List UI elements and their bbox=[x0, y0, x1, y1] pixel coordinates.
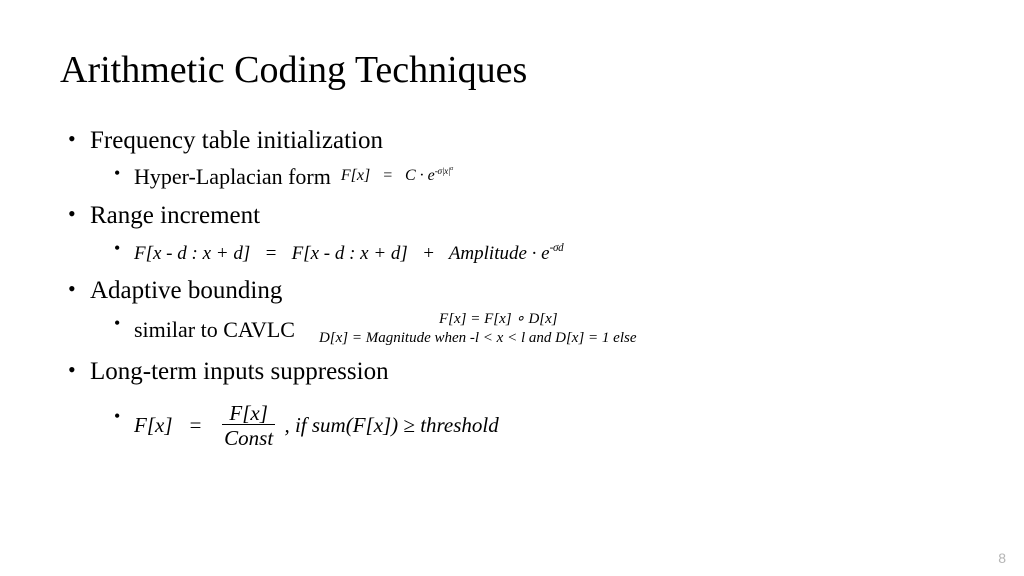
formula-eq: = bbox=[188, 413, 202, 437]
bullet-longterm: Long-term inputs suppression F[x] = F[x]… bbox=[68, 355, 964, 452]
formula-longterm: F[x] = F[x] Const , if sum(F[x]) ≥ thres… bbox=[134, 413, 499, 437]
sub-longterm-formula: F[x] = F[x] Const , if sum(F[x]) ≥ thres… bbox=[114, 403, 964, 452]
page-number: 8 bbox=[998, 550, 1006, 566]
formula-cond: , if sum(F[x]) ≥ threshold bbox=[284, 413, 498, 437]
bullet-range-incr: Range increment F[x - d : x + d] = F[x -… bbox=[68, 199, 964, 268]
formula-adapt-bot: D[x] = Magnitude when -l < x < l and D[x… bbox=[319, 329, 637, 349]
formula-lhs: F[x - d : x + d] bbox=[134, 243, 250, 264]
sub-range-formula: F[x - d : x + d] = F[x - d : x + d] + Am… bbox=[114, 235, 964, 269]
formula-eq: = bbox=[265, 243, 278, 264]
sub-text: Hyper-Laplacian form bbox=[134, 160, 331, 193]
formula-plus: + bbox=[422, 243, 435, 264]
sub-list: F[x - d : x + d] = F[x - d : x + d] + Am… bbox=[90, 235, 964, 269]
formula-lhs: F[x] bbox=[341, 167, 370, 184]
formula-exp: -σ|x| bbox=[435, 167, 450, 177]
slide-title: Arithmetic Coding Techniques bbox=[60, 48, 964, 92]
formula-fraction: F[x] Const bbox=[222, 403, 275, 452]
formula-lhs: F[x] bbox=[134, 413, 173, 437]
formula-exp-alpha: α bbox=[450, 166, 453, 172]
sub-cavlc: similar to CAVLC F[x] = F[x] ∘ D[x] D[x]… bbox=[114, 310, 964, 349]
sub-list: F[x] = F[x] Const , if sum(F[x]) ≥ thres… bbox=[90, 403, 964, 452]
formula-adaptive-stack: F[x] = F[x] ∘ D[x] D[x] = Magnitude when… bbox=[319, 310, 637, 349]
bullet-list: Frequency table initialization Hyper-Lap… bbox=[60, 124, 964, 452]
formula-range: F[x - d : x + d] = F[x - d : x + d] + Am… bbox=[134, 243, 563, 264]
sub-hyper-laplacian: Hyper-Laplacian form F[x] = C · e-σ|x|α bbox=[114, 160, 964, 193]
bullet-text: Adaptive bounding bbox=[90, 277, 282, 304]
sub-text: similar to CAVLC bbox=[134, 313, 295, 346]
formula-exp: -σd bbox=[550, 242, 564, 254]
formula-hyper: F[x] = C · e-σ|x|α bbox=[341, 164, 453, 188]
bullet-adaptive: Adaptive bounding similar to CAVLC F[x] … bbox=[68, 274, 964, 349]
sub-list: similar to CAVLC F[x] = F[x] ∘ D[x] D[x]… bbox=[90, 310, 964, 349]
slide-content: Arithmetic Coding Techniques Frequency t… bbox=[0, 0, 1024, 478]
bullet-freq-init: Frequency table initialization Hyper-Lap… bbox=[68, 124, 964, 193]
formula-den: Const bbox=[222, 424, 275, 452]
formula-eq: = bbox=[382, 167, 393, 184]
formula-amp: Amplitude · e bbox=[449, 243, 550, 264]
bullet-text: Range increment bbox=[90, 202, 260, 229]
bullet-text: Frequency table initialization bbox=[90, 127, 383, 154]
formula-num: F[x] bbox=[222, 403, 275, 424]
bullet-text: Long-term inputs suppression bbox=[90, 358, 389, 385]
formula-base: C · e bbox=[405, 167, 435, 184]
formula-adapt-top: F[x] = F[x] ∘ D[x] bbox=[319, 310, 637, 330]
formula-rhs-a: F[x - d : x + d] bbox=[292, 243, 408, 264]
sub-list: Hyper-Laplacian form F[x] = C · e-σ|x|α bbox=[90, 160, 964, 193]
